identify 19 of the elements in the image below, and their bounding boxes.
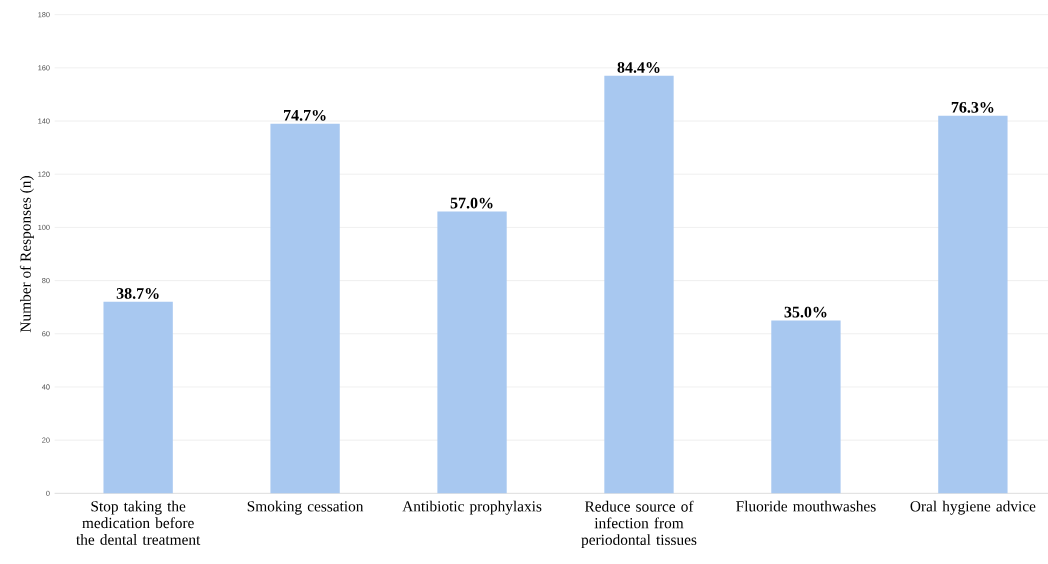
x-tick-label: Antibiotic prophylaxis [402,500,542,515]
annotation: 76.3% [951,101,994,113]
bar [270,123,340,494]
annotation: 35.0% [784,306,827,318]
x-tick-label: Oral hygiene advice [910,500,1036,515]
bar [103,301,173,494]
y-axis-title: Number of Responses (n) [19,176,34,333]
annotation: 84.4% [617,62,660,73]
bar [771,320,841,494]
x-tick-label: Stop taking the medication before the dental treatment [76,500,201,545]
annotation: 74.7% [284,109,326,121]
bar [938,115,1008,494]
annotation: 57.0% [450,197,493,209]
bar [437,211,507,494]
annotation: 38.7% [116,288,159,299]
x-tick-label: Fluoride mouthwashes [736,500,876,512]
bar [604,75,674,494]
x-tick-label: Reduce source of infection from periodontal tissues [581,500,697,549]
x-tick-label: Smoking cessation [247,500,364,515]
